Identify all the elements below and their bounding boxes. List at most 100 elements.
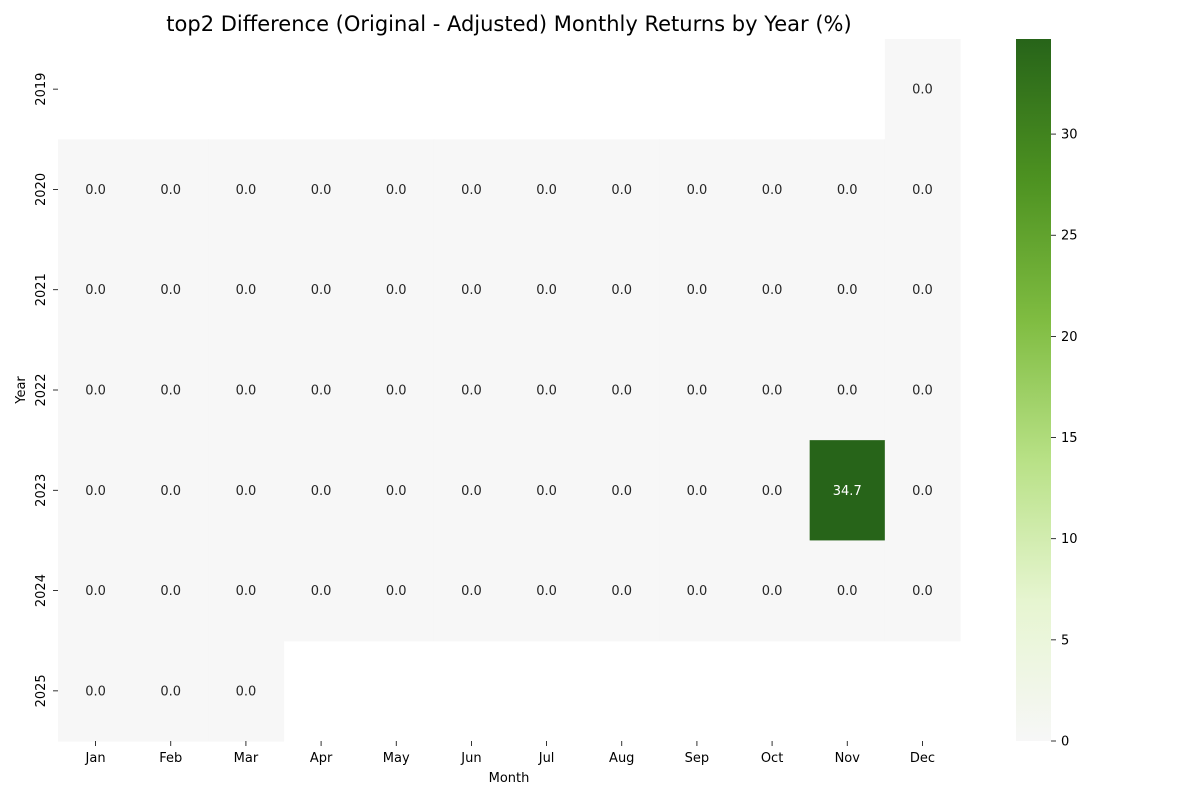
cell-value-label: 0.0 [236, 183, 257, 198]
cell-value-label: 0.0 [160, 183, 181, 198]
heatmap-cell [208, 239, 285, 341]
x-tick-label: Oct [761, 751, 783, 766]
heatmap-cell [809, 239, 886, 341]
cell-value-label: 0.0 [837, 283, 858, 298]
cell-value-label: 0.0 [536, 183, 557, 198]
y-tick-label: 2024 [34, 574, 49, 607]
heatmap-cell [584, 440, 660, 542]
colorbar-gradient [1016, 39, 1051, 741]
heatmap-cell [208, 640, 285, 742]
heatmap-cell [58, 339, 134, 441]
cell-value-label: 0.0 [837, 384, 858, 399]
cell-value-label: 0.0 [687, 484, 708, 499]
heatmap-cell [734, 339, 811, 441]
cell-value-label: 0.0 [386, 584, 407, 599]
cell-value-label: 0.0 [311, 584, 332, 599]
y-tick-label: 2020 [34, 173, 49, 206]
heatmap-cell [358, 440, 435, 542]
x-tick-label: Mar [234, 751, 259, 766]
heatmap-cell [208, 139, 285, 241]
cell-value-label: 0.0 [536, 384, 557, 399]
cell-value-label: 0.0 [611, 183, 632, 198]
colorbar-tick-label: 30 [1061, 128, 1078, 143]
heatmap-cell [433, 540, 510, 642]
x-tick-label: Jun [460, 751, 481, 766]
cell-value-label: 0.0 [536, 484, 557, 499]
cell-value-label: 0.0 [461, 283, 482, 298]
cell-value-label: 0.0 [85, 484, 106, 499]
chart-title: top2 Difference (Original - Adjusted) Mo… [166, 12, 851, 36]
heatmap-cell [509, 440, 585, 542]
x-tick-label: Jan [85, 751, 106, 766]
heatmap-cell [509, 339, 585, 441]
heatmap-cell [133, 139, 209, 241]
cell-value-label: 0.0 [236, 584, 257, 599]
heatmap-cell [734, 239, 811, 341]
x-tick-label: Apr [310, 751, 333, 766]
y-axis: 2019 2020 2021 2022 2023 2024 2025 [34, 73, 58, 707]
heatmap-cell [208, 339, 285, 441]
heatmap-cell [133, 540, 209, 642]
cell-value-label: 0.0 [912, 83, 933, 98]
heatmap-cell [58, 540, 134, 642]
heatmap-cell [509, 139, 585, 241]
heatmap-cell [809, 139, 886, 241]
cell-value-label: 0.0 [536, 283, 557, 298]
y-tick-label: 2023 [34, 474, 49, 507]
colorbar-tick-label: 15 [1061, 431, 1078, 446]
cell-value-label: 0.0 [461, 384, 482, 399]
heatmap-cell [584, 139, 660, 241]
cell-value-label: 0.0 [160, 484, 181, 499]
cell-value-label: 0.0 [160, 584, 181, 599]
heatmap-cell [734, 440, 811, 542]
cell-value-label: 0.0 [762, 183, 783, 198]
cell-value-label: 0.0 [386, 183, 407, 198]
cell-value-label: 0.0 [236, 283, 257, 298]
heatmap-cell [358, 239, 435, 341]
heatmap-cell [208, 440, 285, 542]
cell-value-label: 0.0 [762, 283, 783, 298]
heatmap-cell [584, 540, 660, 642]
cell-value-label: 0.0 [160, 283, 181, 298]
cell-value-label: 0.0 [386, 384, 407, 399]
cell-value-label: 0.0 [461, 484, 482, 499]
heatmap-cell [433, 239, 510, 341]
heatmap-cell [283, 540, 360, 642]
colorbar-tick-label: 10 [1061, 532, 1078, 547]
x-tick-label: May [383, 751, 410, 766]
heatmap-cell [133, 640, 209, 742]
heatmap-cell [809, 540, 886, 642]
cell-value-label: 0.0 [461, 183, 482, 198]
heatmap-cell [358, 339, 435, 441]
heatmap-cell [884, 39, 961, 140]
cell-value-label: 0.0 [386, 283, 407, 298]
cell-value-label: 0.0 [386, 484, 407, 499]
heatmap-cell [734, 540, 811, 642]
cell-value-label: 0.0 [85, 283, 106, 298]
heatmap-cell [283, 239, 360, 341]
heatmap-cell [58, 239, 134, 341]
cell-value-label: 0.0 [912, 283, 933, 298]
heatmap-cell [433, 440, 510, 542]
colorbar-tick-label: 5 [1061, 633, 1069, 648]
y-tick-label: 2021 [34, 273, 49, 306]
cell-value-label: 0.0 [611, 584, 632, 599]
cell-value-label: 0.0 [536, 584, 557, 599]
cell-value-label: 0.0 [85, 684, 106, 699]
heatmap-cell [208, 540, 285, 642]
colorbar: 0 5 10 15 20 25 30 [1016, 39, 1078, 750]
cell-value-label: 0.0 [687, 384, 708, 399]
heatmap-cell [884, 339, 961, 441]
colorbar-tick-label: 0 [1061, 735, 1069, 750]
cell-value-label: 0.0 [311, 384, 332, 399]
heatmap-cell [659, 540, 736, 642]
cell-value-label: 0.0 [311, 283, 332, 298]
heatmap-cell [884, 239, 961, 341]
heatmap-cell [433, 139, 510, 241]
cell-value-label: 0.0 [687, 584, 708, 599]
heatmap-cell [884, 139, 961, 241]
x-tick-label: Feb [159, 751, 182, 766]
cell-value-label: 0.0 [912, 584, 933, 599]
heatmap-cell [809, 339, 886, 441]
